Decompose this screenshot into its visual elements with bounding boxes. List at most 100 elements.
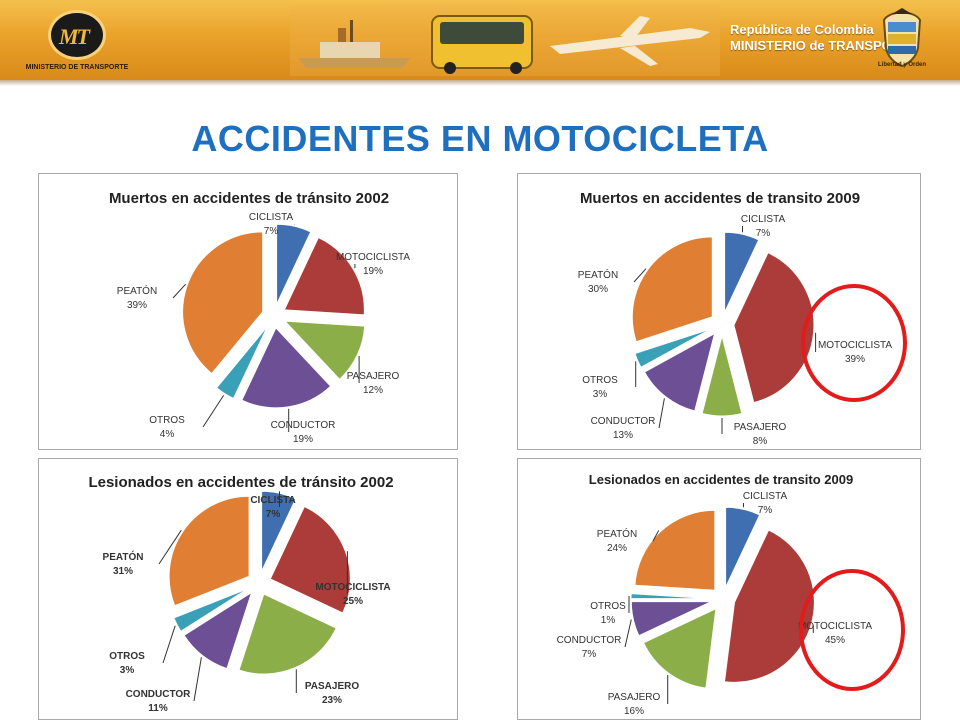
percent-label: 16%: [624, 706, 644, 717]
pie-slice-pasajero: [283, 320, 366, 381]
category-label: PEATÓN: [597, 527, 637, 540]
category-label: CONDUCTOR: [126, 689, 192, 700]
pie-slice-peatón: [182, 231, 264, 375]
banner-shadow: [0, 80, 960, 86]
pie-slice-pasajero: [642, 607, 717, 689]
pie-slices: [168, 490, 351, 675]
pie-slices: [182, 223, 366, 409]
percent-label: 13%: [613, 430, 633, 441]
data-label-otros: OTROS 4%: [149, 415, 185, 440]
percent-label: 19%: [293, 434, 313, 445]
leader-line-peatón: [158, 529, 182, 565]
pie-slice-peatón: [168, 495, 250, 607]
pie-slice-pasajero: [238, 593, 337, 675]
percent-label: 3%: [593, 389, 608, 400]
data-label-peatón: PEATÓN 31%: [103, 550, 144, 577]
chart-deaths-2002: Muertos en accidentes de tránsito 2002 C…: [38, 173, 458, 450]
pie-slice-ciclista: [724, 231, 760, 313]
data-label-pasajero: PASAJERO 23%: [305, 681, 359, 706]
data-label-peatón: PEATÓN 39%: [117, 284, 157, 311]
category-label: OTROS: [582, 375, 618, 386]
slice-labels: CICLISTA 7% MOTOCICLISTA 25% PASAJERO 23% COND…: [103, 495, 391, 714]
pie-slice-conductor: [630, 601, 712, 637]
percent-label: 25%: [343, 596, 363, 607]
percent-label: 3%: [120, 665, 135, 676]
slice-labels: CICLISTA 7% MOTOCICLISTA 19% PASAJERO 12% COND…: [117, 212, 411, 445]
header-banner: MT MINISTERIO DE TRANSPORTE República de…: [0, 0, 960, 80]
pie-slice-ciclista: [276, 223, 312, 305]
category-label: MOTOCICLISTA: [336, 252, 410, 263]
percent-label: 7%: [264, 226, 279, 237]
category-label: CONDUCTOR: [271, 420, 336, 431]
pie-slice-otros: [215, 325, 269, 400]
pie-chart-svg: Muertos en accidentes de tránsito 2002 C…: [109, 190, 411, 445]
data-label-pasajero: PASAJERO 16%: [608, 692, 661, 717]
data-label-pasajero: PASAJERO 12%: [347, 371, 400, 396]
leader-lines: [172, 224, 360, 432]
highlight-circle: [799, 569, 905, 691]
data-label-motociclista: MOTOCICLISTA 19%: [336, 252, 410, 277]
chart-title: Lesionados en accidentes de transito 200…: [589, 472, 853, 487]
pie-slice-otros: [630, 593, 712, 600]
chart-deaths-2009: Muertos en accidentes de transito 2009 C…: [517, 173, 921, 450]
category-label: PASAJERO: [305, 681, 359, 692]
pie-slice-otros: [634, 328, 712, 368]
percent-label: 12%: [363, 385, 383, 396]
data-label-ciclista: CICLISTA 7%: [741, 214, 786, 239]
percent-label: 1%: [601, 615, 616, 626]
category-label: CONDUCTOR: [557, 635, 622, 646]
ministry-logo[interactable]: MT MINISTERIO DE TRANSPORTE: [22, 8, 132, 74]
data-label-conductor: CONDUCTOR 7%: [557, 635, 622, 660]
data-label-conductor: CONDUCTOR 11%: [126, 689, 192, 714]
chart-injured-2002: Lesionados en accidentes de tránsito 200…: [38, 458, 458, 720]
transport-scene-icon: [290, 6, 720, 76]
category-label: PEATÓN: [103, 550, 144, 563]
percent-label: 4%: [160, 429, 175, 440]
pie-slices: [631, 231, 815, 417]
category-label: CICLISTA: [249, 212, 294, 223]
pie-chart-svg: Lesionados en accidentes de tránsito 200…: [88, 474, 393, 714]
percent-label: 7%: [756, 228, 771, 239]
category-label: CICLISTA: [741, 214, 786, 225]
logo-caption: MINISTERIO DE TRANSPORTE: [25, 64, 129, 71]
percent-label: 30%: [588, 284, 608, 295]
ministry-label: MINISTERIO de TRANSPORTE: [730, 38, 918, 53]
leader-line-otros: [162, 625, 176, 664]
pie-slices: [630, 506, 815, 689]
pie-slice-conductor: [241, 327, 332, 409]
chart-title: Muertos en accidentes de transito 2009: [580, 190, 860, 207]
percent-label: 11%: [148, 703, 168, 714]
leader-line-peatón: [633, 268, 647, 283]
data-label-ciclista: CICLISTA 7%: [249, 212, 294, 237]
country-label: República de Colombia: [730, 22, 874, 37]
leader-line-conductor: [624, 619, 632, 648]
data-label-conductor: CONDUCTOR 13%: [591, 416, 656, 441]
data-label-otros: OTROS 3%: [582, 375, 618, 400]
data-label-ciclista: CICLISTA 7%: [250, 495, 295, 520]
leader-lines: [633, 226, 817, 434]
percent-label: 39%: [127, 300, 147, 311]
category-label: OTROS: [590, 601, 626, 612]
chart-title: Muertos en accidentes de tránsito 2002: [109, 190, 389, 207]
leader-line-conductor: [193, 657, 202, 702]
coat-of-arms-icon: [882, 8, 922, 68]
percent-label: 7%: [758, 505, 773, 516]
data-label-otros: OTROS 3%: [109, 651, 145, 676]
leader-line-peatón: [172, 283, 186, 299]
data-label-peatón: PEATÓN 24%: [597, 527, 637, 554]
pie-slice-motociclista: [283, 236, 365, 316]
leader-line-peatón: [652, 530, 660, 542]
percent-label: 8%: [753, 436, 768, 447]
highlight-circle: [801, 284, 907, 402]
category-label: MOTOCICLISTA: [315, 582, 390, 593]
percent-label: 7%: [266, 509, 281, 520]
data-label-ciclista: CICLISTA 7%: [743, 491, 788, 516]
data-label-conductor: CONDUCTOR 19%: [271, 420, 336, 445]
leader-lines: [158, 491, 348, 702]
pie-slice-conductor: [183, 591, 253, 670]
category-label: PASAJERO: [347, 371, 400, 382]
category-label: PASAJERO: [734, 422, 787, 433]
leader-line-conductor: [658, 398, 665, 429]
category-label: CONDUCTOR: [591, 416, 656, 427]
mt-emblem-icon: MT: [48, 10, 106, 60]
